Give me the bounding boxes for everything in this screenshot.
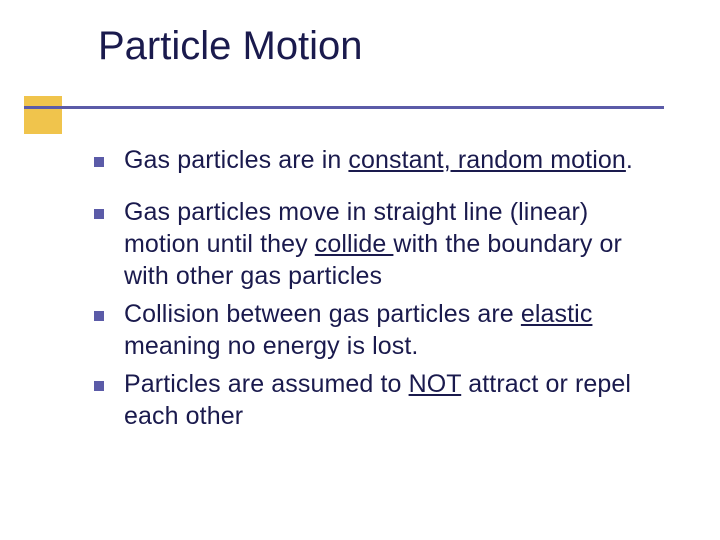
bullet-text: Gas particles are in constant, random mo… xyxy=(124,144,633,176)
text-segment: Gas particles are in xyxy=(124,146,348,174)
underlined-text: constant, random motion xyxy=(348,146,625,174)
title-underline xyxy=(24,106,664,109)
bullet-item: Particles are assumed to NOT attract or … xyxy=(94,368,660,432)
text-segment: . xyxy=(626,146,633,174)
text-segment: Collision between gas particles are xyxy=(124,300,521,328)
text-segment: Particles are assumed to xyxy=(124,370,409,398)
square-bullet-icon xyxy=(94,311,104,321)
slide-body: Gas particles are in constant, random mo… xyxy=(94,144,660,438)
accent-square xyxy=(24,96,62,134)
text-segment: meaning no energy is lost. xyxy=(124,332,418,360)
square-bullet-icon xyxy=(94,209,104,219)
square-bullet-icon xyxy=(94,381,104,391)
underlined-text: collide xyxy=(315,230,394,258)
underlined-text: NOT xyxy=(409,370,462,398)
bullet-item: Gas particles move in straight line (lin… xyxy=(94,196,660,292)
underlined-text: elastic xyxy=(521,300,593,328)
slide-title: Particle Motion xyxy=(98,24,363,69)
bullet-item: Gas particles are in constant, random mo… xyxy=(94,144,660,176)
bullet-text: Particles are assumed to NOT attract or … xyxy=(124,368,660,432)
slide: Particle Motion Gas particles are in con… xyxy=(0,0,720,540)
bullet-item: Collision between gas particles are elas… xyxy=(94,298,660,362)
bullet-text: Gas particles move in straight line (lin… xyxy=(124,196,660,292)
square-bullet-icon xyxy=(94,157,104,167)
bullet-text: Collision between gas particles are elas… xyxy=(124,298,660,362)
